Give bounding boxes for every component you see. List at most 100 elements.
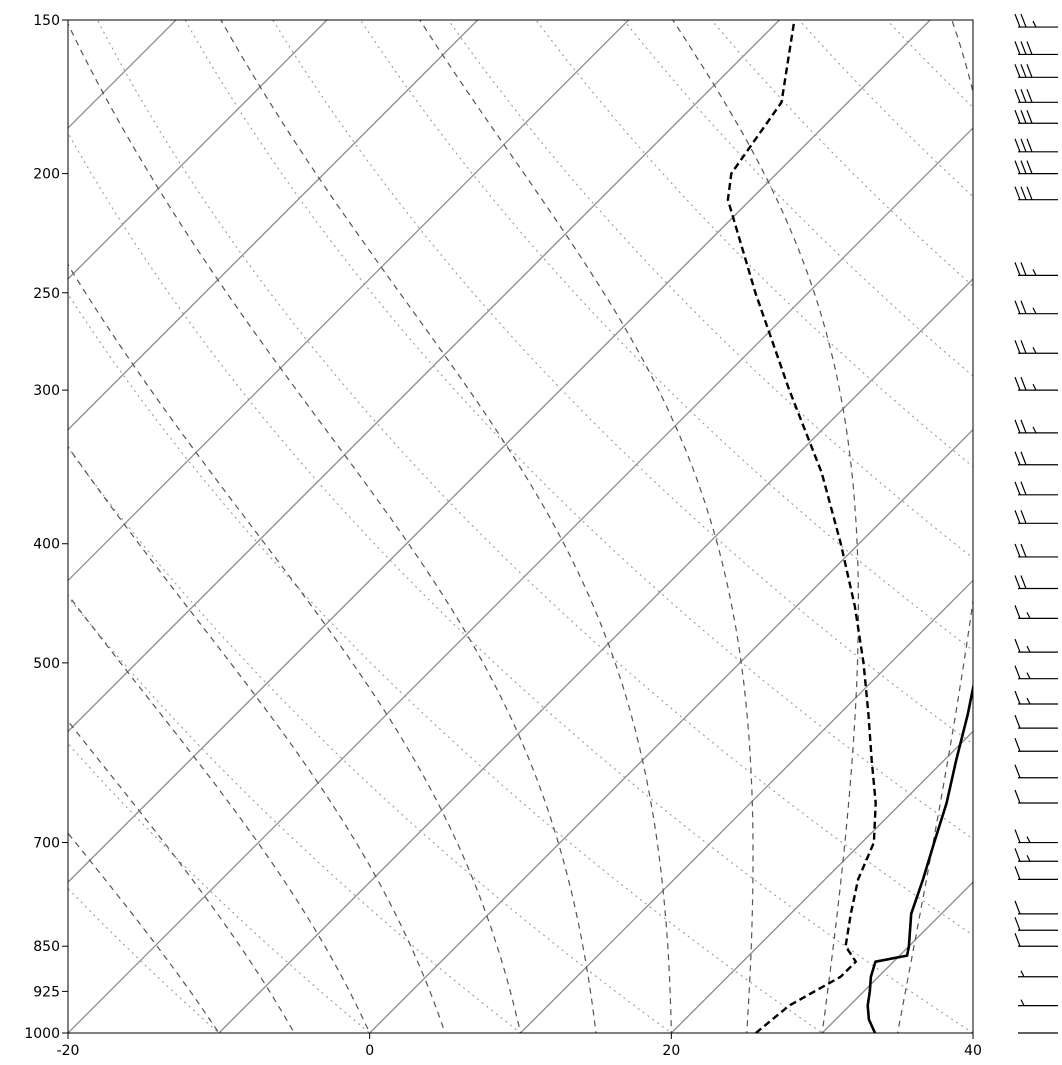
wind-barb <box>1014 13 1058 28</box>
wind-barb <box>1014 665 1058 680</box>
barb-full-feather <box>1014 917 1021 931</box>
wind-barb <box>1014 900 1058 915</box>
wind-barb <box>1014 789 1058 804</box>
isotherm-line <box>972 1032 973 1033</box>
barb-full-feather <box>1014 376 1021 391</box>
barb-full-feather <box>1014 690 1021 705</box>
barb-full-feather <box>1014 89 1021 103</box>
isotherm-line <box>68 20 479 431</box>
wind-barb <box>1014 451 1058 466</box>
dry-adiabat-line <box>68 447 673 1033</box>
dry-adiabat-line <box>939 0 1062 1059</box>
barb-half-feather <box>1026 612 1031 619</box>
wind-barb <box>1014 110 1058 124</box>
dry-adiabat-line <box>272 20 973 745</box>
dry-adiabat-line <box>68 596 522 1033</box>
y-tick-label: 850 <box>33 939 60 955</box>
barb-half-feather <box>1032 20 1037 28</box>
dry-adiabat-line <box>447 20 973 559</box>
barb-half-feather <box>1032 383 1037 391</box>
x-tick-label: -20 <box>57 1043 80 1059</box>
moist-adiabat-line <box>68 720 295 1033</box>
wind-barb <box>1014 543 1058 558</box>
barb-full-feather <box>1026 110 1033 124</box>
barb-full-feather <box>1014 605 1021 619</box>
y-tick-label: 925 <box>33 984 60 1000</box>
y-tick-label: 400 <box>33 537 60 553</box>
barb-half-feather <box>1026 836 1031 843</box>
barb-full-feather <box>1014 829 1021 843</box>
plot-frame <box>67 19 974 1034</box>
isotherm-line <box>68 20 781 733</box>
x-tick-label: 20 <box>662 1043 680 1059</box>
wind-barb <box>1014 510 1058 524</box>
y-tick-label: 150 <box>33 13 60 29</box>
barb-full-feather <box>1020 262 1027 276</box>
dry-adiabat-line <box>68 887 220 1033</box>
dry-adiabat-line <box>359 20 973 652</box>
dry-adiabat-line <box>622 20 973 377</box>
isotherm-line <box>0 0 62 1059</box>
isotherm-line <box>670 730 973 1033</box>
barb-full-feather <box>1014 160 1021 174</box>
wind-barb <box>1014 690 1058 705</box>
wind-barb <box>1014 575 1058 590</box>
barb-full-feather <box>1020 64 1027 78</box>
barb-half-feather <box>1026 697 1031 705</box>
barb-half-feather <box>1020 999 1025 1006</box>
wind-barb <box>1014 866 1058 880</box>
barb-full-feather <box>1014 340 1021 354</box>
isotherm-line <box>68 127 973 1033</box>
wind-barb <box>1018 970 1058 978</box>
wind-barb <box>1014 376 1058 391</box>
wind-barb <box>1014 481 1058 496</box>
barb-full-feather <box>1020 89 1027 103</box>
dry-adiabat-line <box>710 20 973 287</box>
barb-full-feather <box>1014 764 1021 778</box>
barb-full-feather <box>1020 543 1027 558</box>
barb-full-feather <box>1014 262 1021 276</box>
wind-barb <box>1014 300 1058 315</box>
barb-full-feather <box>1020 300 1027 314</box>
dry-adiabat-line <box>68 132 973 1033</box>
wind-barb <box>1014 160 1058 175</box>
barb-full-feather <box>1014 789 1021 804</box>
barb-full-feather <box>1014 138 1021 153</box>
barb-full-feather <box>1014 110 1021 124</box>
wind-barbs <box>1014 13 1058 1034</box>
wind-barb <box>1014 41 1058 56</box>
dry-adiabat-line <box>1025 0 1062 1059</box>
barb-full-feather <box>1020 510 1027 524</box>
y-tick-label: 700 <box>33 836 60 852</box>
barb-full-feather <box>1020 575 1027 589</box>
barb-full-feather <box>1020 340 1027 354</box>
moist-adiabat-line <box>896 20 973 1033</box>
moist-adiabat-line <box>68 593 371 1033</box>
barb-full-feather <box>1020 419 1027 434</box>
barb-full-feather <box>1014 866 1021 880</box>
barb-full-feather <box>1020 41 1027 55</box>
barb-half-feather <box>1020 970 1025 978</box>
barb-full-feather <box>1014 543 1021 558</box>
barb-full-feather <box>1026 64 1033 78</box>
barb-full-feather <box>1014 510 1021 524</box>
barb-full-feather <box>1014 41 1021 55</box>
wind-barb <box>1014 714 1058 729</box>
temperature-line <box>866 681 973 1033</box>
barb-full-feather <box>1014 13 1021 28</box>
isotherm-line <box>519 579 973 1033</box>
barb-full-feather <box>1014 738 1021 752</box>
barb-full-feather <box>1014 933 1021 947</box>
wind-barb <box>1018 999 1058 1007</box>
wind-barb <box>1014 186 1058 201</box>
isotherm-line <box>68 20 630 582</box>
moist-adiabat-line <box>220 20 672 1033</box>
barb-full-feather <box>1014 714 1021 729</box>
moist-adiabat-line <box>972 1030 973 1033</box>
barb-half-feather <box>1032 269 1037 276</box>
dry-adiabat-line <box>96 20 973 936</box>
barb-half-feather <box>1032 307 1037 314</box>
barb-full-feather <box>1014 186 1021 200</box>
moist-adiabat-line <box>672 20 859 1033</box>
